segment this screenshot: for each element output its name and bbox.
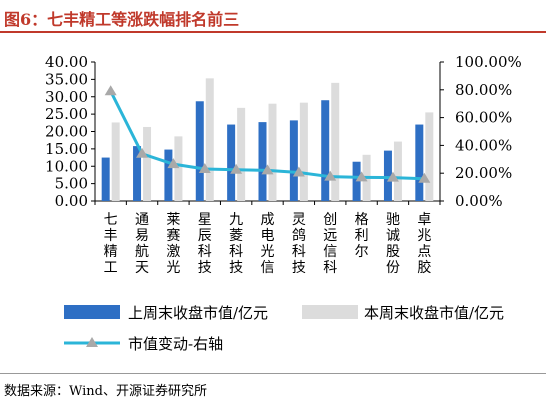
title-underline	[0, 31, 546, 33]
labels-group: 七丰精工 通易航天 莱赛激光 星辰科技 九菱科技 成电光信 灵鸽科技 创远信科 格利尔 驰诚股份 卓…	[104, 212, 432, 276]
x-category-label: 七丰精工	[104, 212, 118, 276]
bar-last-week	[164, 149, 173, 201]
bar-last-week	[133, 146, 142, 201]
bar-last-week	[227, 124, 236, 201]
bar-last-week	[101, 157, 110, 201]
x-category-label: 驰诚股份	[386, 212, 400, 276]
right-tick-label: 80.00%	[455, 81, 512, 99]
bars-group	[101, 78, 434, 201]
left-tick-label: 0.00	[55, 192, 88, 210]
line-point-marker	[136, 147, 149, 158]
bar-this-week	[237, 107, 246, 201]
axes-group: 0.005.0010.0015.0020.0025.0030.0035.0040…	[45, 53, 522, 210]
x-category-label: 灵鸽科技	[292, 212, 306, 276]
right-tick-label: 0.00%	[455, 192, 503, 210]
x-category-label: 九菱科技	[229, 212, 243, 276]
line-point-marker	[355, 171, 368, 182]
right-tick-label: 100.00%	[455, 53, 522, 71]
legend-label-market-cap-change: 市值变动-右轴	[128, 335, 223, 353]
line-point-marker	[324, 170, 337, 181]
legend-swatch-last-week	[64, 305, 120, 319]
right-tick-label: 60.00%	[455, 109, 512, 127]
bar-this-week	[111, 122, 120, 201]
source-note: 数据来源：Wind、开源证券研究所	[4, 384, 207, 399]
bar-last-week	[321, 100, 330, 201]
line-group	[104, 85, 431, 183]
right-tick-label: 40.00%	[455, 136, 512, 154]
x-category-label: 卓兆点胶	[417, 212, 431, 276]
legend-label-this-week: 本周末收盘市值/亿元	[364, 304, 504, 322]
bar-last-week	[195, 101, 204, 201]
bar-this-week	[331, 82, 340, 201]
line-point-marker	[167, 158, 180, 169]
x-category-label: 成电光信	[261, 212, 275, 276]
bar-last-week	[258, 122, 267, 201]
x-category-label: 星辰科技	[198, 212, 212, 276]
left-tick-label: 30.00	[45, 88, 88, 106]
bar-this-week	[299, 102, 308, 201]
line-point-marker	[104, 85, 117, 96]
line-point-marker	[198, 163, 211, 174]
line-point-marker	[418, 172, 431, 183]
legend-label-last-week: 上周末收盘市值/亿元	[128, 304, 268, 322]
line-point-marker	[261, 164, 274, 175]
left-tick-label: 40.00	[45, 53, 88, 71]
line-point-marker	[230, 163, 243, 174]
legend-line-marker	[86, 337, 98, 347]
chart-title: 图6：七丰精工等涨跌幅排名前三	[4, 10, 240, 29]
left-tick-label: 25.00	[45, 105, 88, 123]
bar-this-week	[393, 141, 402, 201]
line-point-marker	[292, 166, 305, 177]
bar-this-week	[268, 103, 277, 201]
line-point-marker	[386, 171, 399, 182]
left-tick-label: 5.00	[55, 175, 88, 193]
bar-this-week	[174, 136, 183, 201]
left-tick-label: 20.00	[45, 123, 88, 141]
left-tick-label: 10.00	[45, 157, 88, 175]
legend-swatch-this-week	[302, 305, 358, 319]
bar-line-chart: 0.005.0010.0015.0020.0025.0030.0035.0040…	[45, 53, 522, 353]
right-tick-label: 20.00%	[455, 164, 512, 182]
x-category-label: 格利尔	[355, 212, 369, 260]
bar-this-week	[425, 112, 434, 201]
x-category-label: 通易航天	[135, 212, 149, 276]
left-tick-label: 35.00	[45, 70, 88, 88]
bar-this-week	[143, 126, 152, 201]
x-category-label: 创远信科	[323, 212, 337, 276]
source-divider	[0, 373, 546, 374]
bar-last-week	[289, 120, 298, 201]
bar-this-week	[205, 78, 214, 201]
x-category-label: 莱赛激光	[166, 212, 180, 276]
bar-last-week	[383, 150, 392, 201]
left-tick-label: 15.00	[45, 140, 88, 158]
bar-last-week	[415, 124, 424, 201]
